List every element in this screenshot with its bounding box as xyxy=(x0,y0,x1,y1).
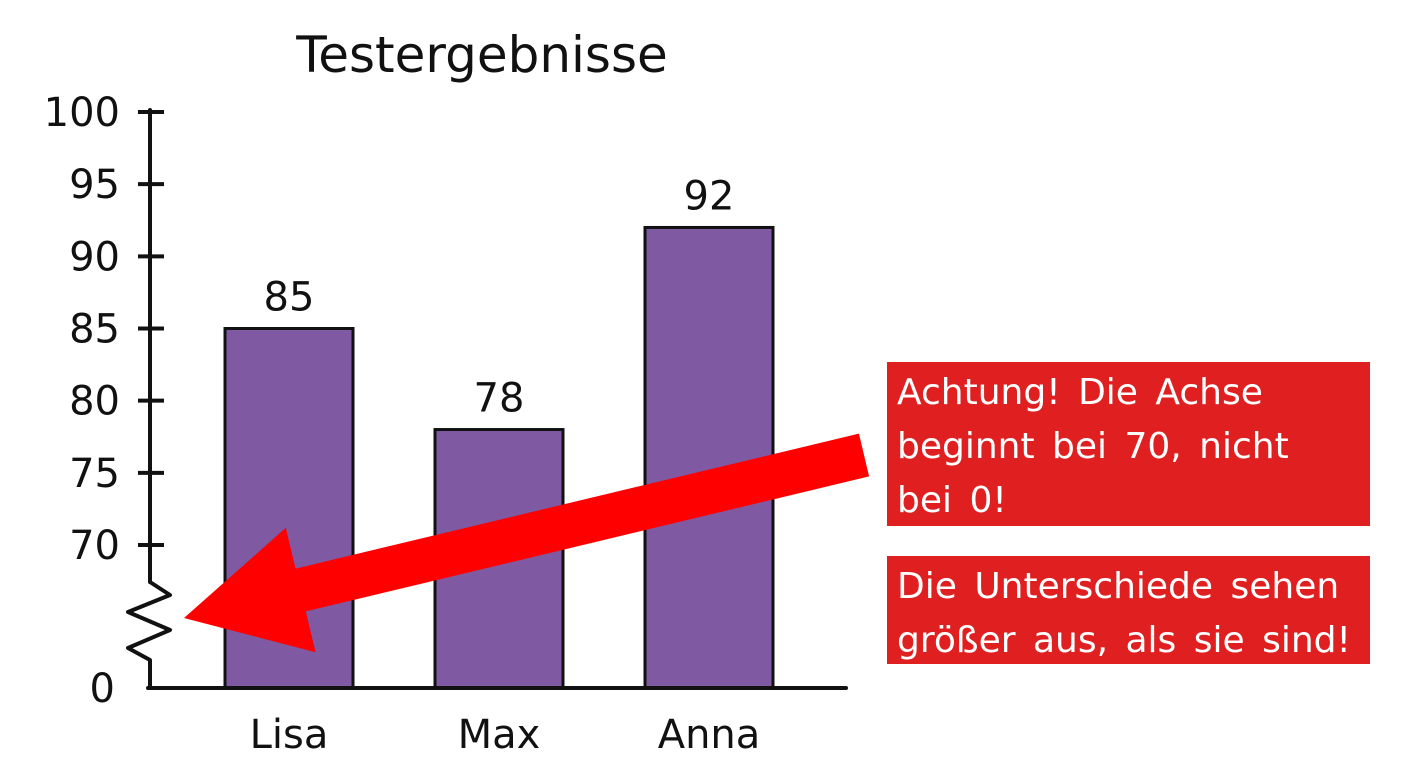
axes xyxy=(126,108,848,690)
warning-arrow-icon xyxy=(184,433,870,653)
x-tick-label: Anna xyxy=(658,712,761,758)
warning-arrow-shape xyxy=(184,433,870,653)
y-tick-label: 90 xyxy=(69,234,120,280)
x-axis-tick-labels: Lisa Max Anna xyxy=(250,712,761,758)
y-tick-label: 100 xyxy=(44,90,120,136)
y-tick-label: 0 xyxy=(90,666,115,712)
y-tick-label: 75 xyxy=(69,451,120,497)
bar-data-labels: 85 78 92 xyxy=(264,173,735,421)
axis-warning-note: Achtung! Die Achse beginnt bei 70, nicht… xyxy=(887,362,1370,526)
y-tick-label: 95 xyxy=(69,162,120,208)
bar-value-label: 85 xyxy=(264,275,315,321)
bar-value-label: 78 xyxy=(474,376,525,422)
bar-anna xyxy=(643,225,775,690)
y-tick-label: 85 xyxy=(69,307,120,353)
difference-warning-note: Die Unterschiede sehen größer aus, als s… xyxy=(887,556,1370,664)
y-axis-ticks: 0 70 75 80 85 90 95 100 xyxy=(44,90,164,712)
zigzag-break-icon xyxy=(126,580,172,688)
x-tick-label: Lisa xyxy=(250,712,329,758)
x-tick-label: Max xyxy=(458,712,541,758)
bar-value-label: 92 xyxy=(684,173,735,219)
chart-title: Testergebnisse xyxy=(295,26,668,84)
y-tick-label: 70 xyxy=(69,523,120,569)
y-tick-label: 80 xyxy=(69,379,120,425)
